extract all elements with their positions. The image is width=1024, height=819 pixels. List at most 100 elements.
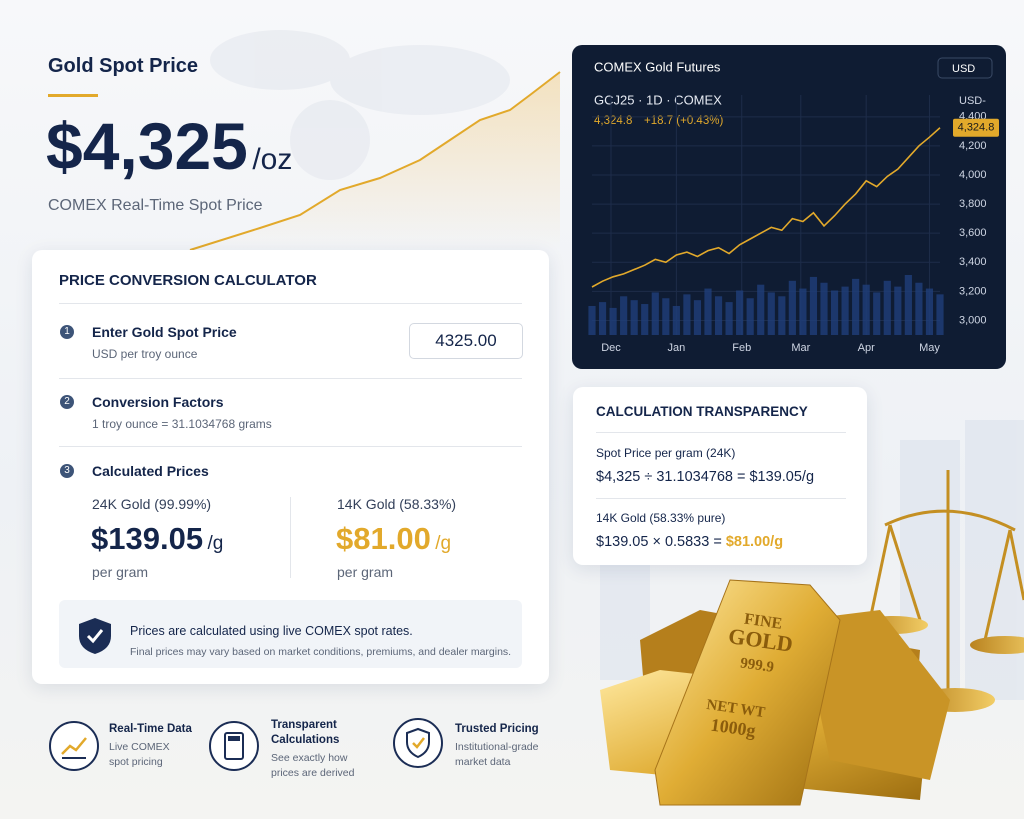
row-formula: $139.05 × 0.5833 =: [596, 534, 726, 550]
row-formula-block: $139.05 × 0.5833 = $81.00/g: [596, 534, 783, 550]
y-tick-label: 3,000: [959, 314, 987, 326]
chart-title: COMEX Gold Futures: [594, 59, 721, 74]
currency-select[interactable]: [937, 57, 993, 79]
volume-bar: [651, 292, 659, 335]
page-title: Gold Spot Price: [48, 55, 199, 77]
notice-title: Prices are calculated using live COMEX s…: [130, 624, 413, 638]
volume-bar: [873, 292, 881, 335]
divider: [59, 303, 522, 304]
x-tick-label: Dec: [601, 342, 621, 354]
price-subtitle: COMEX Real-Time Spot Price: [48, 197, 263, 214]
price-per: per gram: [337, 564, 394, 580]
x-tick-label: Mar: [791, 342, 810, 354]
step-title: Calculated Prices: [92, 463, 209, 479]
price-unit: /g: [207, 533, 224, 554]
row-result: $81.00/g: [725, 534, 784, 550]
divider: [596, 432, 846, 433]
volume-bar: [841, 286, 849, 335]
price-value: $81.00: [336, 521, 431, 556]
price-label: 24K Gold (99.99%): [92, 496, 212, 512]
volume-bar: [852, 278, 860, 335]
step-number: 3: [60, 464, 74, 478]
price-value: $139.05: [91, 521, 204, 556]
volume-bar: [598, 302, 607, 335]
spot-input[interactable]: 4325.00: [409, 323, 523, 359]
price-label: 14K Gold (58.33%): [337, 496, 457, 512]
volume-bar: [915, 282, 923, 335]
feature-text: Live COMEX spot pricing: [109, 741, 170, 768]
price-per: per gram: [92, 564, 149, 580]
quote-price: 4,324.8: [594, 115, 632, 127]
volume-bar: [609, 307, 617, 335]
volume-bar: [714, 296, 723, 335]
card-title: CALCULATION TRANSPARENCY: [596, 404, 808, 419]
divider: [59, 446, 522, 447]
y-tick-label: 3,200: [959, 285, 987, 297]
bar-text: 999.9: [739, 655, 775, 676]
volume-bar: [788, 280, 796, 335]
chart-panel: COMEX Gold Futures USD GCJ25 · 1D · COME…: [572, 45, 1006, 369]
step-title: Enter Gold Spot Price: [92, 324, 237, 340]
x-tick-label: May: [919, 342, 940, 354]
feature-title: Trusted Pricing: [455, 723, 539, 735]
shield-icon: [79, 618, 111, 654]
transparency-card: CALCULATION TRANSPARENCY Spot Price per …: [573, 387, 867, 565]
feature-title: Transparent Calculations: [271, 719, 340, 746]
feature-title: Real-Time Data: [109, 723, 192, 735]
feature-icon: [393, 718, 443, 768]
notice-text: Final prices may vary based on market co…: [130, 646, 512, 658]
volume-bar: [883, 280, 891, 335]
volume-bar: [672, 305, 680, 335]
price-tag: [953, 118, 999, 137]
price-value-block: $139.05 /g: [91, 521, 223, 557]
volume-bar: [778, 296, 786, 335]
price-block: $4,325 /oz: [46, 108, 292, 184]
volume-bar: [662, 298, 670, 335]
volume-bar: [693, 300, 702, 335]
feature-text: See exactly how prices are derived: [271, 752, 355, 779]
volume-bar: [820, 282, 828, 335]
divider: [596, 498, 846, 499]
step-subtitle: 1 troy ounce = 31.1034768 grams: [92, 417, 272, 431]
price-unit: /oz: [252, 143, 293, 176]
y-unit: USD-: [959, 95, 986, 107]
chart: COMEX Gold Futures USD GCJ25 · 1D · COME…: [588, 57, 999, 354]
step-subtitle: USD per troy ounce: [92, 347, 198, 361]
volume-bar: [630, 300, 638, 335]
y-tick-label: 4,000: [959, 169, 987, 181]
calculator-card: PRICE CONVERSION CALCULATOR 1 Enter Gold…: [32, 250, 549, 684]
spot-price: $4,325: [46, 109, 248, 183]
volume-bar: [683, 294, 691, 335]
volume-bar: [620, 296, 628, 335]
y-tick-label: 3,400: [959, 256, 987, 268]
volume-bar: [925, 288, 934, 335]
chart-subtitle: GCJ25 · 1D · COMEX: [594, 92, 722, 107]
y-tick-label: 3,600: [959, 227, 987, 239]
feature-icon: [209, 721, 259, 771]
volume-bar: [641, 304, 649, 335]
feature-text: Institutional-grade market data: [455, 741, 539, 768]
x-tick-label: Feb: [732, 342, 751, 354]
y-tick-label: 3,800: [959, 198, 987, 210]
price-line: [591, 127, 941, 288]
volume-bar: [904, 275, 912, 335]
volume-bar: [830, 290, 839, 335]
x-tick-label: Apr: [858, 342, 875, 354]
volume-bar: [588, 305, 596, 335]
row-label: 14K Gold (58.33% pure): [596, 511, 726, 525]
divider: [59, 378, 522, 379]
volume-bar: [736, 290, 744, 335]
price-value-block: $81.00 /g: [336, 521, 451, 557]
step-number: 2: [60, 395, 74, 409]
title-underline: [48, 94, 98, 97]
volume-bar: [704, 288, 712, 335]
volume-bar: [894, 286, 902, 335]
volume-bar: [862, 284, 870, 335]
volume-bar: [725, 302, 733, 335]
x-tick-label: Jan: [667, 342, 685, 354]
notice: Prices are calculated using live COMEX s…: [59, 600, 522, 668]
divider: [290, 497, 291, 578]
volume-bar: [936, 294, 944, 335]
step-title: Conversion Factors: [92, 394, 224, 410]
